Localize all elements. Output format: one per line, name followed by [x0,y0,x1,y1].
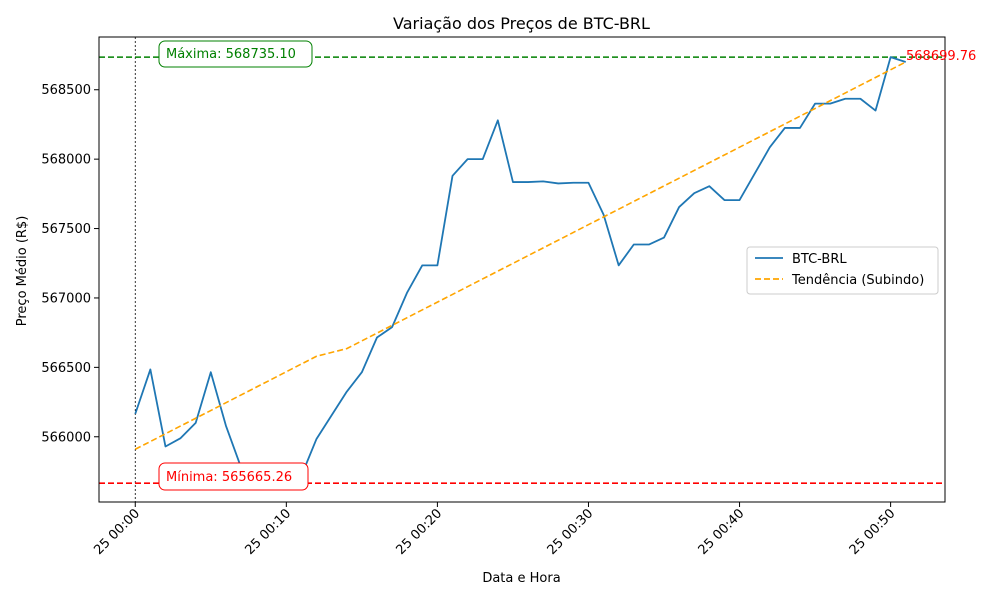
x-tick-label: 25 00:30 [545,506,597,558]
y-tick-label: 568000 [41,153,91,168]
chart-title: Variação dos Preços de BTC-BRL [393,14,650,33]
legend-label-trend: Tendência (Subindo) [791,273,924,288]
legend-label-btc-brl: BTC-BRL [792,252,847,267]
y-tick-label: 568500 [41,83,91,98]
axes-frame [98,36,946,503]
y-tick-label: 566000 [41,430,91,445]
legend-box [746,246,939,295]
x-tick-label: 25 00:40 [696,506,748,558]
min-annotation-text: Mínima: 565665.26 [166,470,292,485]
x-tick-label: 25 00:50 [847,506,899,558]
y-tick-label: 566500 [41,361,91,376]
y-axis-title: Preço Médio (R$) [15,216,30,327]
annotations: Máxima: 568735.10 Mínima: 565665.26 5686… [158,40,976,491]
series-line-trend [134,61,907,450]
x-tick-label: 25 00:10 [242,506,294,558]
min-annotation-box [158,462,309,491]
legend: BTC-BRL Tendência (Subindo) [746,246,939,295]
max-annotation-box [158,40,313,68]
last-value-annotation: 568699.76 [906,49,976,64]
x-axis-title: Data e Hora [482,571,560,586]
y-tick-label: 567500 [41,222,91,237]
x-tick-label: 25 00:00 [91,506,143,558]
max-annotation-text: Máxima: 568735.10 [166,47,296,62]
y-tick-label: 567000 [41,291,91,306]
x-tick-label: 25 00:20 [394,506,446,558]
